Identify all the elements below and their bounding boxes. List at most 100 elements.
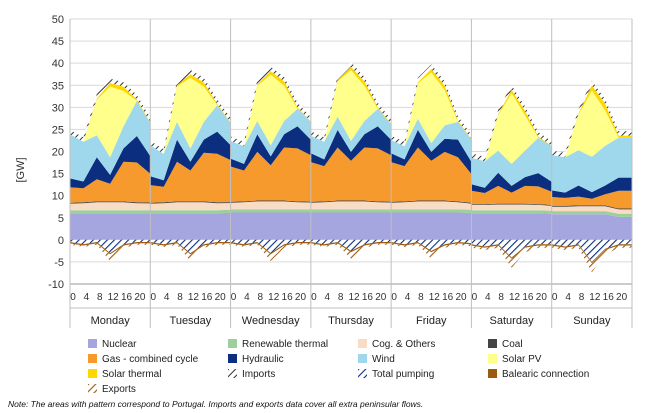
y-tick-label: 10 — [52, 191, 64, 203]
x-tick-label: 20 — [455, 292, 467, 303]
area-hydraulic — [70, 126, 632, 199]
x-tick-label: 16 — [603, 292, 615, 303]
legend-swatch — [228, 354, 237, 363]
x-tick-label: 4 — [405, 292, 411, 303]
area-wind — [70, 100, 632, 193]
legend-item: Coal — [488, 339, 523, 351]
x-tick-label: 12 — [429, 292, 441, 303]
x-tick-label: 20 — [536, 292, 548, 303]
legend-label: Solar thermal — [102, 369, 162, 380]
legend-item: Renewable thermal — [228, 339, 328, 351]
x-tick-label: 8 — [338, 292, 344, 303]
x-tick-label: 8 — [97, 292, 103, 303]
y-tick-label: -10 — [48, 279, 64, 291]
x-tick-label: 0 — [552, 292, 558, 303]
legend-swatch — [228, 339, 237, 348]
legend-swatch — [358, 369, 367, 378]
x-tick-label: 0 — [391, 292, 397, 303]
legend-swatch — [488, 369, 497, 378]
legend-label: Total pumping — [372, 369, 435, 380]
legend-label: Renewable thermal — [242, 339, 329, 350]
legend-label: Exports — [102, 384, 136, 395]
y-tick-label: 50 — [52, 14, 64, 26]
x-tick-label: 8 — [258, 292, 264, 303]
legend-item: Wind — [358, 354, 395, 366]
day-label: Thursday — [328, 315, 374, 327]
x-tick-label: 8 — [418, 292, 424, 303]
x-tick-label: 12 — [108, 292, 120, 303]
legend-swatch — [88, 384, 97, 393]
x-tick-label: 16 — [121, 292, 133, 303]
legend-swatch — [88, 369, 97, 378]
legend-swatch — [358, 354, 367, 363]
x-tick-label: 20 — [215, 292, 227, 303]
y-tick-label: 45 — [52, 36, 64, 48]
x-tick-label: 4 — [84, 292, 90, 303]
x-tick-label: 4 — [565, 292, 571, 303]
y-axis-label: [GW] — [15, 157, 27, 182]
x-tick-label: 0 — [70, 292, 76, 303]
legend-label: Coal — [502, 339, 523, 350]
legend-label: Wind — [372, 354, 395, 365]
area-exports — [70, 243, 632, 273]
legend-label: Gas - combined cycle — [102, 354, 199, 365]
x-tick-label: 12 — [589, 292, 601, 303]
stacked-areas — [70, 62, 632, 273]
area-imports — [70, 62, 632, 162]
area-nuclear — [70, 212, 632, 240]
legend-swatch — [88, 339, 97, 348]
legend-item: Cog. & Others — [358, 339, 435, 351]
x-tick-label: 16 — [442, 292, 454, 303]
y-tick-label: 35 — [52, 80, 64, 92]
y-tick-label: 25 — [52, 124, 64, 136]
x-tick-label: 4 — [164, 292, 170, 303]
legend-swatch — [488, 354, 497, 363]
y-tick-label: -5 — [54, 257, 64, 269]
legend-label: Balearic connection — [502, 369, 590, 380]
x-tick-label: 20 — [134, 292, 146, 303]
legend-label: Nuclear — [102, 339, 137, 350]
area-balearic-connection — [70, 242, 632, 264]
x-tick-label: 0 — [231, 292, 237, 303]
y-tick-label: 40 — [52, 58, 64, 70]
area-total-pumping — [70, 239, 632, 262]
legend-item: Solar thermal — [88, 369, 161, 381]
legend-label: Cog. & Others — [372, 339, 436, 350]
x-tick-label: 16 — [201, 292, 213, 303]
x-tick-label: 0 — [472, 292, 478, 303]
x-tick-label: 16 — [282, 292, 294, 303]
legend-item: Exports — [88, 384, 136, 396]
legend-swatch — [88, 354, 97, 363]
legend-label: Imports — [242, 369, 276, 380]
area-renewable-thermal — [70, 209, 632, 217]
x-tick-label: 4 — [485, 292, 491, 303]
y-tick-label: 15 — [52, 169, 64, 181]
x-tick-label: 20 — [375, 292, 387, 303]
legend-swatch — [488, 339, 497, 348]
area-cog-others — [70, 201, 632, 214]
legend-swatch — [228, 369, 237, 378]
y-tick-label: 30 — [52, 102, 64, 114]
y-tick-label: 0 — [58, 235, 64, 247]
legend-item: Solar PV — [488, 354, 541, 366]
legend-item: Gas - combined cycle — [88, 354, 198, 366]
legend-label: Hydraulic — [242, 354, 284, 365]
x-tick-label: 12 — [509, 292, 521, 303]
x-tick-label: 4 — [324, 292, 330, 303]
y-tick-label: 20 — [52, 147, 64, 159]
x-tick-label: 12 — [188, 292, 200, 303]
legend-item: Imports — [228, 369, 275, 381]
legend-item: Total pumping — [358, 369, 434, 381]
x-tick-label: 16 — [522, 292, 534, 303]
legend-swatch — [358, 339, 367, 348]
legend-item: Hydraulic — [228, 354, 284, 366]
area-gas-combined-cycle — [70, 147, 632, 209]
day-label: Wednesday — [242, 315, 300, 327]
y-tick-label: 5 — [58, 213, 64, 225]
x-tick-label: 8 — [498, 292, 504, 303]
legend-item: Balearic connection — [488, 369, 589, 381]
legend-label: Solar PV — [502, 354, 542, 365]
x-tick-label: 8 — [177, 292, 183, 303]
day-label: Saturday — [490, 315, 535, 327]
